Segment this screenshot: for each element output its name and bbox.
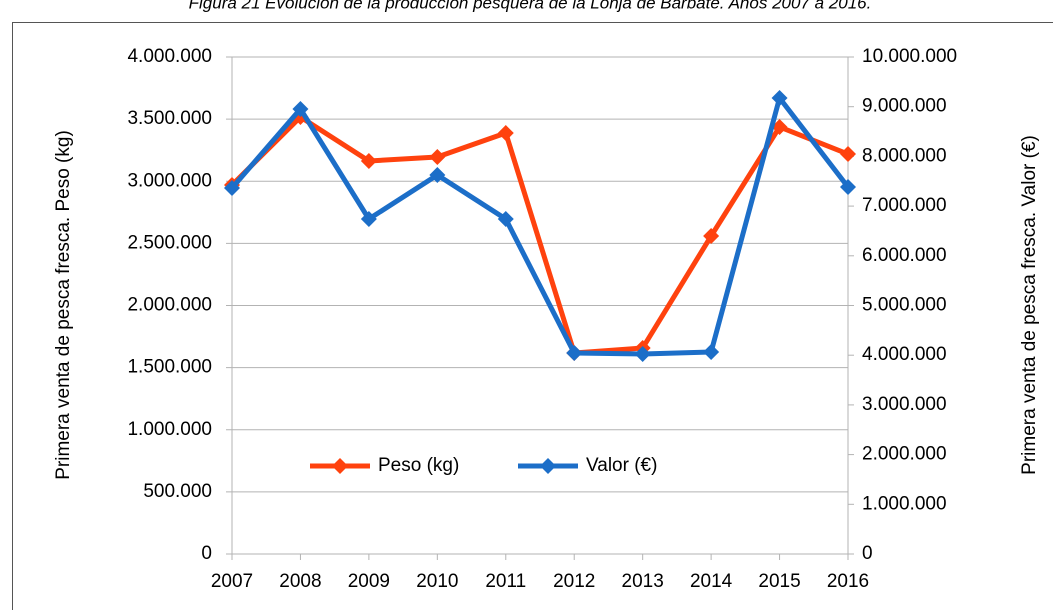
y2-tick-label: 4.000.000 (862, 344, 947, 365)
y-tick-label: 0 (201, 543, 212, 564)
point-marker (703, 228, 720, 245)
point-marker (224, 180, 240, 197)
x-tick-label: 2010 (416, 571, 458, 592)
chart-frame (12, 22, 1053, 610)
y-tick-label: 2.500.000 (127, 232, 212, 253)
point-marker (360, 211, 377, 228)
point-marker (360, 152, 377, 169)
point-marker (703, 344, 720, 361)
y2-tick-label: 1.000.000 (862, 493, 947, 514)
y2-tick-label: 5.000.000 (862, 295, 947, 316)
y2-tick-label: 10.000.000 (862, 46, 957, 67)
y-tick-label: 1.500.000 (127, 357, 212, 378)
y-tick-label: 4.000.000 (127, 46, 212, 67)
x-tick-label: 2014 (690, 571, 733, 592)
point-marker (566, 345, 583, 362)
point-marker (497, 211, 514, 228)
x-tick-label: 2013 (622, 571, 664, 592)
y2-tick-label: 0 (862, 543, 873, 564)
x-tick-label: 2012 (553, 571, 595, 592)
y2-tick-label: 2.000.000 (862, 444, 947, 465)
y-axis-title: Primera venta de pesca fresca. Peso (kg) (53, 130, 74, 480)
x-tick-label: 2016 (827, 571, 869, 592)
point-marker (429, 149, 446, 166)
y2-tick-label: 7.000.000 (862, 195, 947, 216)
legend-marker (332, 458, 348, 474)
y2-tick-label: 6.000.000 (862, 245, 947, 266)
point-marker (771, 90, 788, 107)
x-tick-label: 2007 (211, 571, 253, 592)
point-marker (634, 346, 651, 363)
y2-tick-label: 8.000.000 (862, 145, 947, 166)
x-tick-label: 2011 (485, 571, 526, 592)
y2-axis-title: Primera venta de pesca fresca. Valor (€) (1019, 135, 1040, 475)
point-marker (771, 118, 788, 135)
x-tick-label: 2015 (758, 571, 800, 592)
chart-title: Figura 21 Evolución de la producción pes… (189, 0, 872, 12)
y-tick-label: 3.000.000 (127, 170, 212, 191)
legend-marker (540, 458, 556, 474)
y2-tick-label: 3.000.000 (862, 394, 947, 415)
y-tick-label: 3.500.000 (127, 108, 212, 129)
series-line (230, 114, 849, 356)
series-line (230, 95, 850, 357)
legend-label: Valor (€) (586, 455, 657, 476)
y2-tick-label: 9.000.000 (862, 96, 947, 117)
point-marker (429, 166, 446, 183)
y-tick-label: 2.000.000 (127, 295, 212, 316)
point-marker (497, 125, 514, 142)
x-tick-label: 2008 (279, 571, 321, 592)
point-marker (292, 100, 309, 117)
point-marker (840, 179, 856, 196)
y-tick-label: 1.000.000 (127, 419, 212, 440)
point-marker (840, 146, 856, 163)
y-tick-label: 500.000 (143, 481, 212, 502)
x-tick-label: 2009 (348, 571, 390, 592)
legend-label: Peso (kg) (378, 455, 459, 476)
